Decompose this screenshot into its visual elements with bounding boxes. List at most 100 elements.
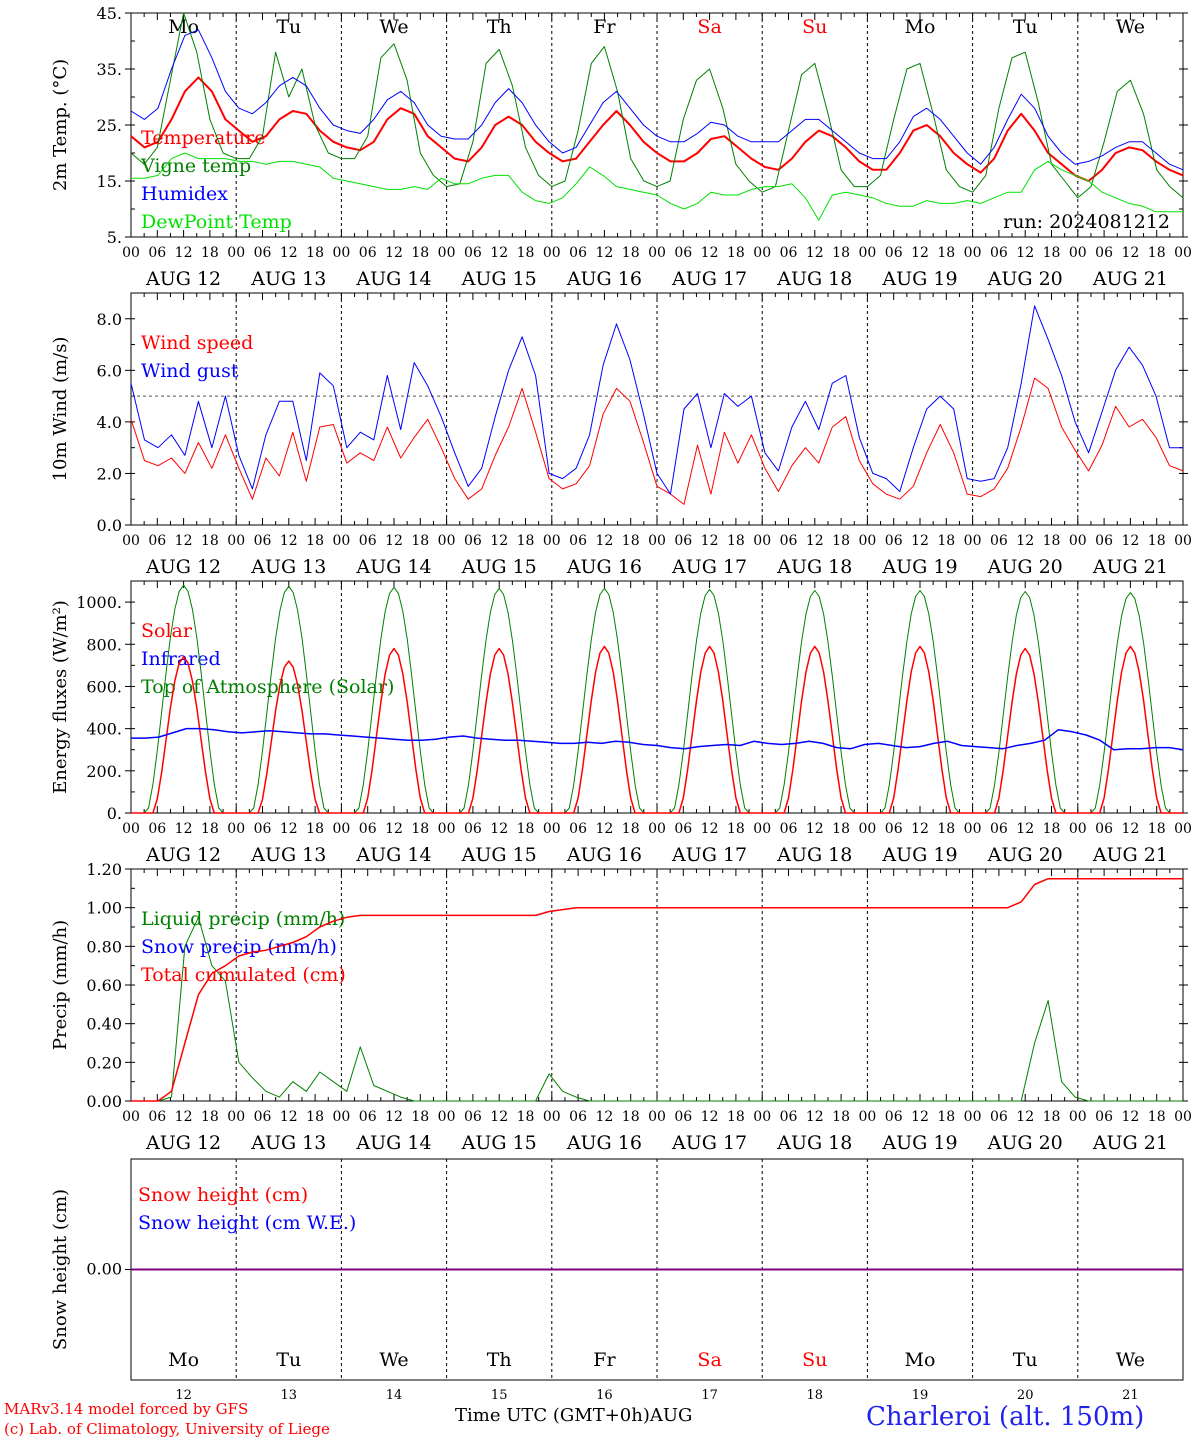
x-hour-label: 00 <box>648 821 666 837</box>
y-axis-label: Precip (mm/h) <box>50 920 71 1050</box>
x-hour-label: 18 <box>622 821 640 837</box>
x-date-label: AUG 14 <box>355 268 431 290</box>
series-line-liquid-precip-mm-h- <box>131 916 1183 1102</box>
x-hour-label: 12 <box>911 1109 929 1125</box>
x-date-label: AUG 21 <box>1092 844 1168 866</box>
y-tick-label: 45. <box>97 4 122 23</box>
x-hour-label: 18 <box>937 533 955 549</box>
weekday-label: Mo <box>905 16 936 38</box>
x-date-label: AUG 13 <box>250 556 326 578</box>
x-date-label: AUG 19 <box>881 844 957 866</box>
x-hour-label: 12 <box>280 245 298 261</box>
series-line-dewpoint-temp <box>131 152 1183 221</box>
x-date-label: AUG 20 <box>987 844 1063 866</box>
x-hour-label: 18 <box>1148 245 1166 261</box>
x-hour-label: 12 <box>280 1109 298 1125</box>
series-line-humidex <box>130 29 1184 171</box>
x-date-label: AUG 14 <box>355 1132 431 1154</box>
x-hour-label: 00 <box>858 533 876 549</box>
x-hour-label: 00 <box>1069 533 1087 549</box>
x-date-label: AUG 15 <box>461 556 537 578</box>
x-hour-label: 12 <box>595 533 613 549</box>
legend-label: Liquid precip (mm/h) <box>141 908 345 930</box>
weekday-label: Mo <box>168 16 199 38</box>
weekday-label: We <box>379 16 408 38</box>
weekday-label: Tu <box>1013 1349 1038 1371</box>
run-label: run: 2024081212 <box>1003 211 1170 233</box>
y-tick-label: 0.00 <box>86 1092 122 1111</box>
x-hour-label: 18 <box>832 1109 850 1125</box>
x-date-label: AUG 14 <box>355 556 431 578</box>
x-hour-label: 12 <box>701 245 719 261</box>
x-hour-label: 12 <box>490 821 508 837</box>
x-hour-label: 18 <box>306 821 324 837</box>
legend-label: Temperature <box>141 127 265 149</box>
x-hour-label: 06 <box>569 245 587 261</box>
x-hour-label: 06 <box>254 245 272 261</box>
x-hour-label: 00 <box>1174 1109 1192 1125</box>
x-date-label: AUG 21 <box>1092 1132 1168 1154</box>
x-hour-label: 12 <box>490 533 508 549</box>
x-hour-label: 00 <box>1069 1109 1087 1125</box>
model-credit: MARv3.14 model forced by GFS <box>4 1400 249 1418</box>
x-day-number: 19 <box>912 1388 929 1403</box>
x-hour-label: 00 <box>227 821 245 837</box>
x-hour-label: 06 <box>464 821 482 837</box>
y-tick-label: 1.00 <box>86 899 122 918</box>
x-hour-label: 18 <box>727 1109 745 1125</box>
x-hour-label: 12 <box>175 821 193 837</box>
x-date-label: AUG 12 <box>145 1132 221 1154</box>
x-hour-label: 00 <box>543 821 561 837</box>
x-hour-label: 00 <box>753 1109 771 1125</box>
x-hour-label: 06 <box>254 821 272 837</box>
x-hour-label: 00 <box>1069 821 1087 837</box>
x-date-label: AUG 13 <box>250 844 326 866</box>
x-hour-label: 12 <box>701 533 719 549</box>
legend-label: Wind speed <box>141 332 253 354</box>
x-hour-label: 06 <box>569 1109 587 1125</box>
x-date-label: AUG 21 <box>1092 556 1168 578</box>
weekday-label: Tu <box>1013 16 1038 38</box>
x-hour-label: 18 <box>1043 533 1061 549</box>
x-hour-label: 18 <box>727 245 745 261</box>
x-hour-label: 00 <box>438 245 456 261</box>
legend-label: DewPoint Temp <box>141 211 292 233</box>
x-hour-label: 00 <box>543 533 561 549</box>
x-hour-label: 18 <box>411 1109 429 1125</box>
series-line-total-cumulated-cm- <box>131 877 1183 1102</box>
x-hour-label: 00 <box>964 821 982 837</box>
x-hour-label: 00 <box>122 821 140 837</box>
x-day-number: 13 <box>281 1388 298 1403</box>
x-hour-label: 12 <box>1016 245 1034 261</box>
y-tick-label: 35. <box>97 60 122 79</box>
x-hour-label: 06 <box>359 821 377 837</box>
x-hour-label: 18 <box>1043 1109 1061 1125</box>
x-hour-label: 00 <box>438 1109 456 1125</box>
y-tick-label: 800. <box>86 635 122 654</box>
x-hour-label: 12 <box>595 821 613 837</box>
x-hour-label: 00 <box>648 533 666 549</box>
x-hour-label: 06 <box>1095 245 1113 261</box>
weekday-label: We <box>379 1349 408 1371</box>
y-tick-label: 15. <box>97 172 122 191</box>
x-hour-label: 18 <box>937 821 955 837</box>
x-day-number: 18 <box>807 1388 824 1403</box>
x-hour-label: 00 <box>753 533 771 549</box>
x-hour-label: 00 <box>332 533 350 549</box>
x-hour-label: 12 <box>1121 245 1139 261</box>
weekday-label: Su <box>802 1349 827 1371</box>
x-hour-label: 18 <box>411 821 429 837</box>
x-hour-label: 06 <box>885 245 903 261</box>
x-hour-label: 06 <box>674 245 692 261</box>
y-tick-label: 0.00 <box>86 1260 122 1279</box>
x-day-number: 14 <box>386 1388 403 1403</box>
x-hour-label: 12 <box>806 821 824 837</box>
x-date-label: AUG 15 <box>461 268 537 290</box>
x-date-label: AUG 17 <box>671 556 747 578</box>
y-tick-label: 0.60 <box>86 976 122 995</box>
weekday-label: We <box>1116 1349 1145 1371</box>
x-hour-label: 06 <box>990 821 1008 837</box>
x-hour-label: 18 <box>306 1109 324 1125</box>
y-tick-label: 1.20 <box>86 860 122 879</box>
series-line-wind-speed <box>130 377 1184 505</box>
